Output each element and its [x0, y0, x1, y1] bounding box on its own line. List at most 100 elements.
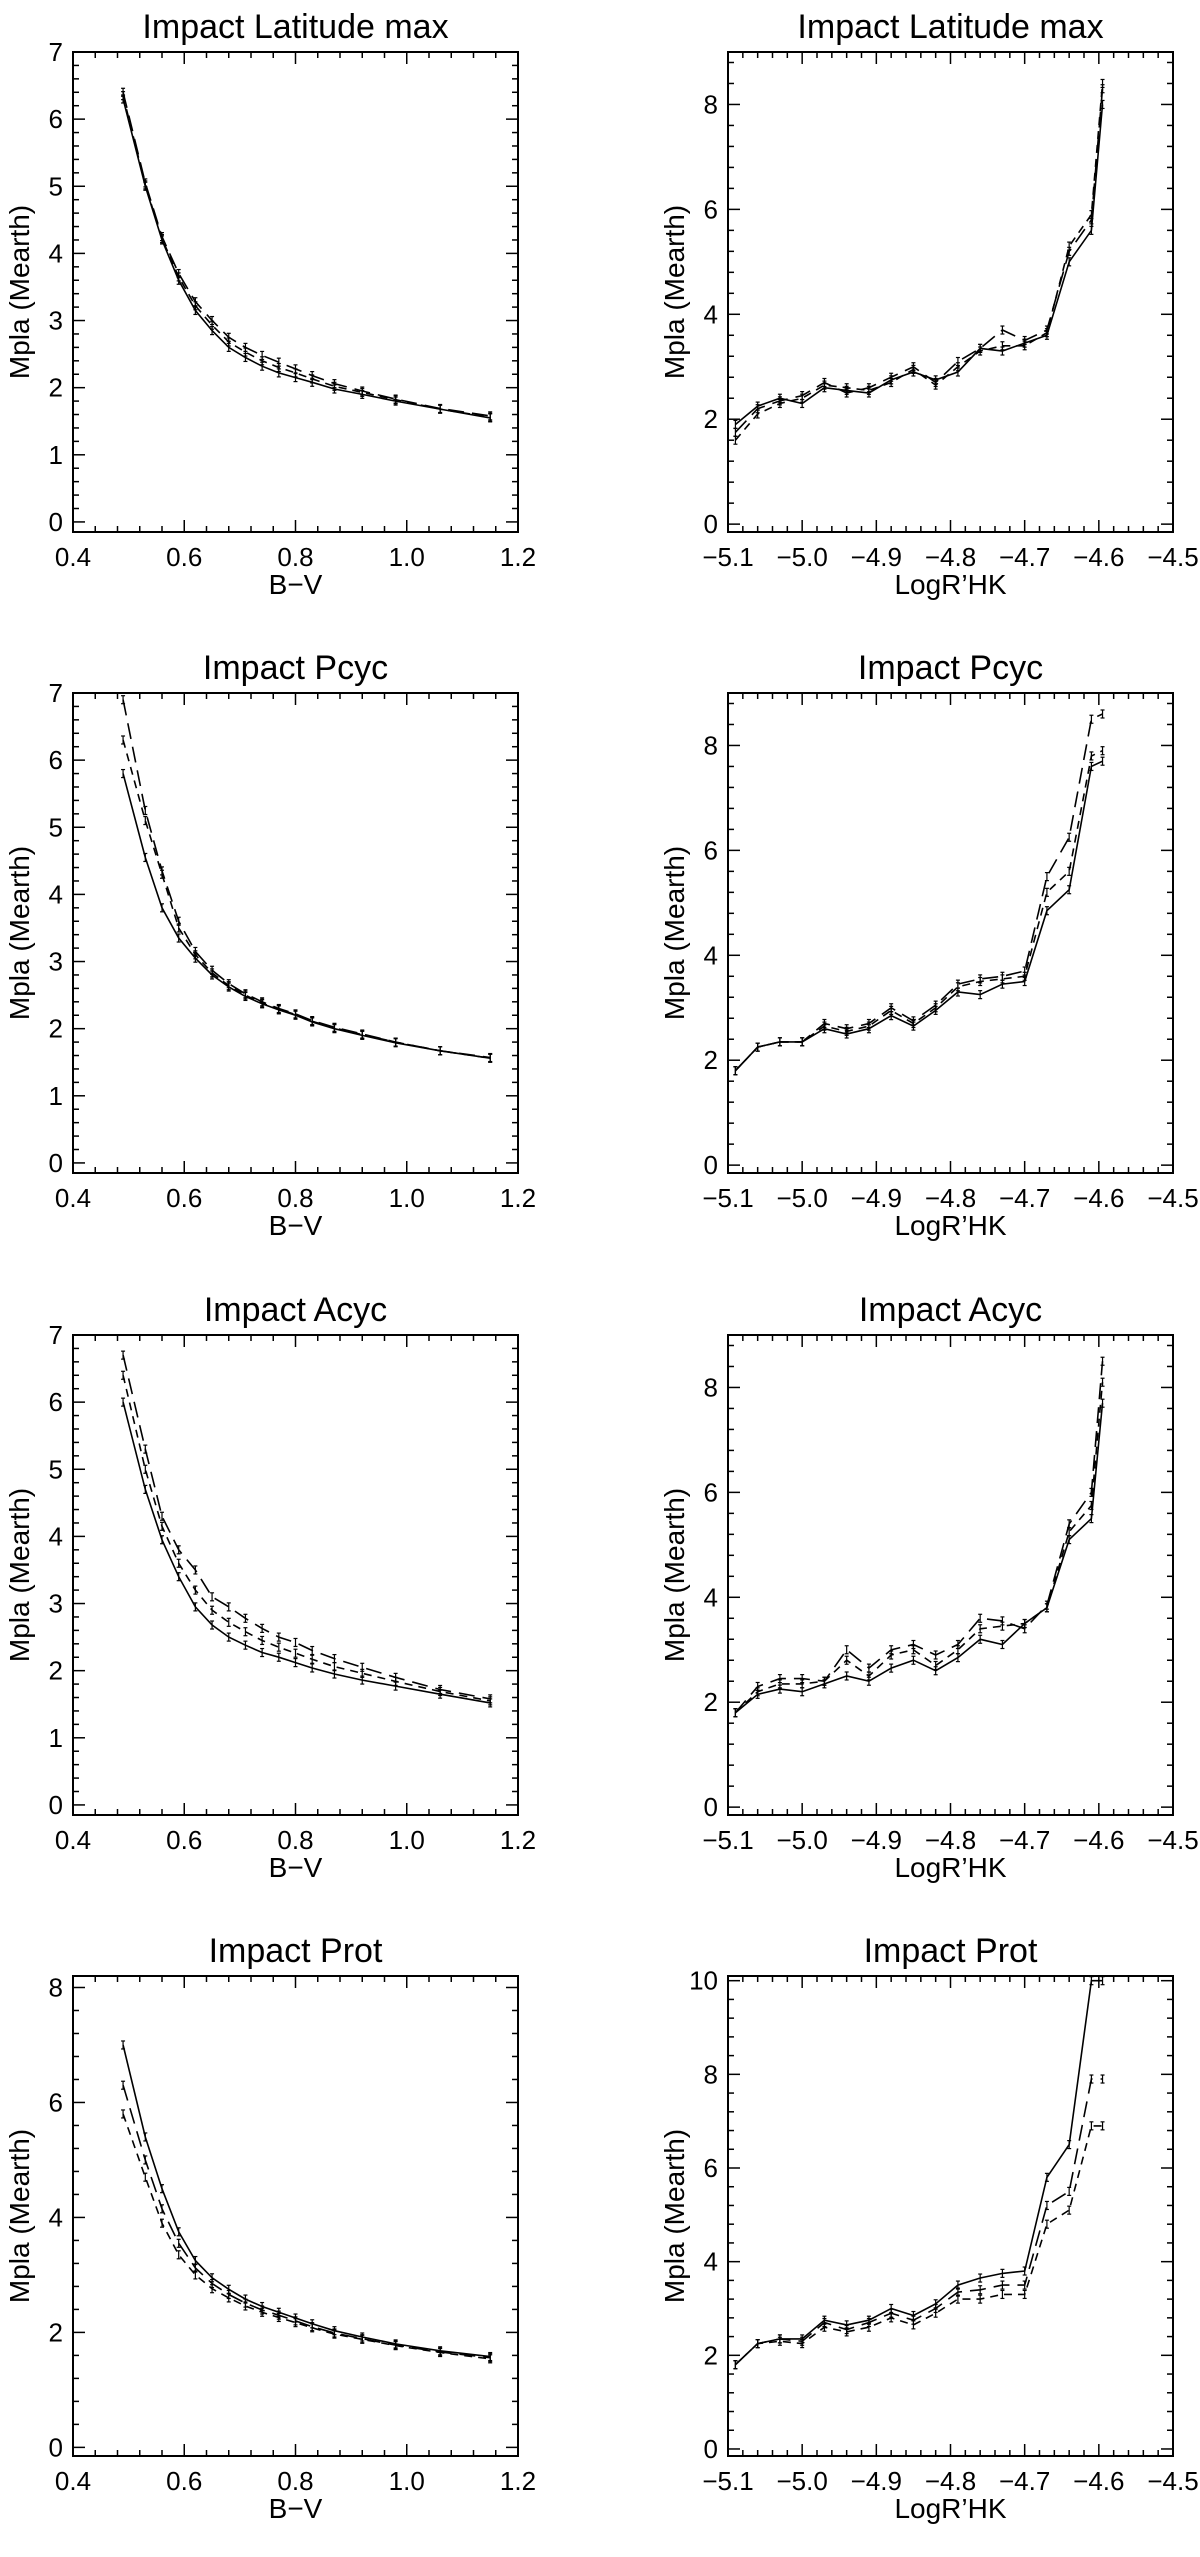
chart-title: Impact Latitude max	[797, 8, 1103, 46]
x-tick-label: 0.4	[55, 1825, 91, 1855]
y-tick-label: 3	[49, 1589, 63, 1619]
chart-panel-6: Impact Acyc −5.1 −5.0 −4.9 −4.8 −4.7 −4.6 −4.5 0…	[659, 1291, 1199, 1883]
chart-panel-4: Impact Pcyc −5.1 −5.0 −4.9 −4.8 −4.7 −4.6 −4.5 0…	[659, 649, 1199, 1241]
plot-frame	[727, 692, 1174, 1174]
x-tick-label: −4.9	[851, 1825, 902, 1855]
y-tick-label: 4	[704, 1582, 718, 1612]
series-solid	[121, 1397, 493, 1708]
y-axis-label: Mpla (Mearth)	[4, 1488, 35, 1662]
series-line	[734, 104, 1104, 426]
x-tick-label: 1.0	[389, 1183, 425, 1213]
chart-title: Impact Pcyc	[858, 649, 1043, 687]
chart-title: Impact Pcyc	[203, 649, 388, 687]
series-long-dash	[121, 1350, 493, 1704]
x-tick-label: 0.8	[277, 1183, 313, 1213]
series-solid	[733, 1398, 1105, 1718]
y-tick-label: 4	[49, 1521, 63, 1551]
y-tick-label: 0	[704, 2434, 718, 2464]
series-line	[122, 1375, 491, 1702]
series-short-dash	[733, 1377, 1105, 1718]
series-solid	[733, 99, 1105, 430]
series-line	[734, 83, 1104, 441]
chart-panel-8: Impact Prot −5.1 −5.0 −4.9 −4.8 −4.7 −4.6 −4.5 0…	[659, 1932, 1199, 2524]
x-tick-label: −5.1	[702, 1183, 753, 1213]
plot-frame	[72, 1334, 519, 1816]
x-tick-label: 0.8	[277, 2466, 313, 2496]
x-tick-label: −4.7	[999, 2466, 1050, 2496]
y-axis-label: Mpla (Mearth)	[659, 846, 690, 1020]
y-tick-label: 4	[49, 2202, 63, 2232]
x-tick-label: −5.0	[777, 1825, 828, 1855]
series-short-dash	[121, 2109, 493, 2364]
x-tick-label: 1.2	[500, 542, 536, 572]
x-tick-label: 0.6	[166, 542, 202, 572]
x-axis-label: B−V	[269, 1210, 323, 1241]
series-line	[734, 760, 1103, 1072]
chart-panel-5: Impact Acyc 0.4 0.6 0.8 1.0 1.2 0 1 2 3 4 5 6 7 B−V Mpl…	[4, 1291, 536, 1883]
series-long-dash	[121, 695, 493, 1063]
y-axis-label: Mpla (Mearth)	[4, 205, 35, 379]
chart-title: Impact Prot	[209, 1932, 383, 1970]
x-tick-label: 1.2	[500, 1183, 536, 1213]
series-solid	[733, 1976, 1105, 2370]
series-long-dash	[733, 2074, 1105, 2370]
series-line	[734, 88, 1104, 433]
x-tick-label: 1.0	[389, 1825, 425, 1855]
x-tick-label: 0.4	[55, 1183, 91, 1213]
x-tick-label: −5.0	[777, 542, 828, 572]
y-tick-label: 2	[704, 1045, 718, 1075]
x-axis-label: LogR’HK	[894, 2493, 1006, 2524]
y-tick-label: 1	[49, 1081, 63, 1111]
y-tick-label: 0	[49, 1148, 63, 1178]
y-tick-label: 5	[49, 812, 63, 842]
x-tick-label: −4.6	[1073, 1825, 1124, 1855]
y-tick-label: 0	[49, 1790, 63, 1820]
y-tick-label: 8	[49, 1972, 63, 2002]
y-tick-label: 1	[49, 1723, 63, 1753]
y-tick-label: 0	[49, 507, 63, 537]
x-tick-label: −5.1	[702, 2466, 753, 2496]
series-line	[122, 2044, 491, 2358]
series-short-dash	[733, 78, 1105, 445]
x-tick-label: −4.8	[925, 542, 976, 572]
x-tick-label: −4.5	[1147, 1183, 1198, 1213]
plot-frame	[727, 1334, 1174, 1816]
chart-title: Impact Acyc	[859, 1291, 1042, 1329]
series-line	[734, 1382, 1104, 1714]
x-axis-label: B−V	[269, 2493, 323, 2524]
y-axis-label: Mpla (Mearth)	[4, 2129, 35, 2303]
x-tick-label: 1.0	[389, 542, 425, 572]
series-solid	[733, 756, 1105, 1076]
y-tick-label: 2	[49, 1656, 63, 1686]
x-tick-label: 0.6	[166, 1825, 202, 1855]
series-long-dash	[121, 2080, 493, 2363]
y-tick-label: 8	[704, 1372, 718, 1402]
y-tick-label: 0	[704, 1150, 718, 1180]
series-solid	[121, 94, 493, 423]
x-tick-label: −4.7	[999, 1183, 1050, 1213]
y-tick-label: 6	[704, 835, 718, 865]
y-tick-label: 2	[49, 1014, 63, 1044]
y-tick-label: 7	[49, 678, 63, 708]
y-tick-label: 0	[704, 509, 718, 539]
series-long-dash	[121, 87, 493, 421]
x-tick-label: −4.5	[1147, 1825, 1198, 1855]
y-tick-label: 4	[704, 940, 718, 970]
y-tick-label: 2	[704, 404, 718, 434]
y-tick-label: 2	[49, 373, 63, 403]
series-short-dash	[121, 91, 493, 422]
x-tick-label: −4.5	[1147, 2466, 1198, 2496]
y-tick-label: 8	[704, 730, 718, 760]
y-tick-label: 5	[49, 1454, 63, 1484]
y-tick-label: 1	[49, 440, 63, 470]
y-tick-label: 0	[704, 1792, 718, 1822]
x-tick-label: 0.6	[166, 2466, 202, 2496]
chart-title: Impact Latitude max	[142, 8, 448, 46]
y-axis-label: Mpla (Mearth)	[4, 846, 35, 1020]
series-line	[122, 2084, 491, 2359]
y-tick-label: 0	[49, 2432, 63, 2462]
chart-title: Impact Acyc	[204, 1291, 387, 1329]
y-axis-label: Mpla (Mearth)	[659, 205, 690, 379]
x-axis-label: LogR’HK	[894, 1210, 1006, 1241]
